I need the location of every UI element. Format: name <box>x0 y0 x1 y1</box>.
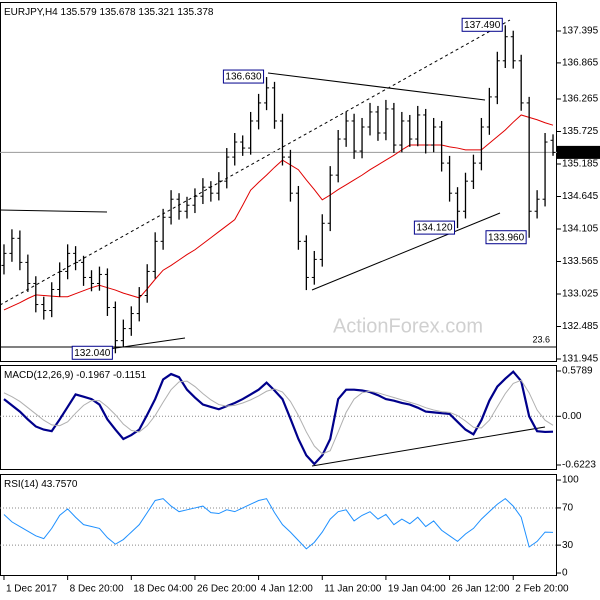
y-tick-label: 133.565 <box>562 256 599 267</box>
annotation-box <box>461 17 503 32</box>
watermark: ActionForex.com <box>333 315 483 337</box>
y-tick-label: 0.5789 <box>562 366 593 377</box>
signal-last: -0.1151 <box>113 370 147 381</box>
line <box>3 379 554 455</box>
x-tick-label: 1 Dec 2017 <box>6 584 58 595</box>
x-tick-label: 8 Dec 20:00 <box>70 584 124 595</box>
trend-line <box>311 212 501 291</box>
y-tick-label: 137.395 <box>562 26 599 37</box>
trend-line <box>0 209 108 213</box>
current-price-box <box>557 145 600 159</box>
annotation-box <box>71 345 113 360</box>
y-tick-label: -0.6223 <box>562 460 596 471</box>
macd-last: -0.1967 <box>76 370 110 381</box>
annotation-box <box>485 230 527 245</box>
rsi-header: RSI(14) 43.7570 <box>4 479 78 490</box>
x-tick-label: 26 Jan 12:00 <box>452 584 510 595</box>
price-panel <box>0 2 557 362</box>
y-tick-label: 30 <box>562 540 574 551</box>
last-low: 135.321 <box>138 7 175 18</box>
fib-label: 23.6 <box>532 334 550 344</box>
macd-title: MACD(12,26,9) <box>4 370 73 381</box>
y-tick-label: 136.265 <box>562 94 599 105</box>
y-tick-label: 132.485 <box>562 321 599 332</box>
line <box>3 114 554 311</box>
macd-panel <box>0 365 557 470</box>
last-high: 135.678 <box>99 7 136 18</box>
symbol: EURJPY,H4 <box>4 7 58 18</box>
trend-line <box>267 72 486 101</box>
annotation-label: 137.490 <box>464 20 501 31</box>
annotation-label: 134.120 <box>416 223 453 234</box>
x-tick-label: 4 Jan 12:00 <box>261 584 314 595</box>
line <box>3 497 554 550</box>
x-tick-label: 11 Jan 20:00 <box>324 584 382 595</box>
line <box>3 370 554 466</box>
y-tick-label: 0.00 <box>562 411 582 422</box>
y-tick-label: 70 <box>562 503 574 514</box>
annotation-box <box>413 220 456 235</box>
annotation-label: 136.630 <box>225 72 262 83</box>
y-tick-label: 136.865 <box>562 58 599 69</box>
macd-header: MACD(12,26,9) -0.1967 -0.1151 <box>4 370 147 381</box>
y-tick-label: 131.945 <box>562 354 599 365</box>
rsi-panel <box>0 474 557 576</box>
y-tick-label: 0 <box>562 568 568 579</box>
current-price-label: 135.378 <box>562 147 599 158</box>
last-close: 135.378 <box>177 7 214 18</box>
x-tick-label: 2 Feb 20:00 <box>515 584 569 595</box>
y-tick-label: 133.025 <box>562 289 599 300</box>
rsi-title: RSI(14) <box>4 479 38 490</box>
x-tick-label: 18 Dec 04:00 <box>133 584 193 595</box>
macd-trend-line <box>311 426 546 467</box>
price-header: EURJPY,H4 135.579 135.678 135.321 135.37… <box>4 7 214 18</box>
last-open: 135.579 <box>61 7 98 18</box>
y-tick-label: 135.725 <box>562 126 599 137</box>
y-tick-label: 135.185 <box>562 159 599 170</box>
x-tick-label: 19 Jan 04:00 <box>388 584 446 595</box>
annotation-box <box>222 69 265 84</box>
annotation-label: 132.040 <box>74 348 111 359</box>
y-tick-label: 134.105 <box>562 224 599 235</box>
y-tick-label: 134.645 <box>562 191 599 202</box>
rsi-last: 43.7570 <box>41 479 78 490</box>
annotation-label: 133.960 <box>488 232 525 243</box>
y-tick-label: 100 <box>562 475 579 486</box>
x-tick-label: 26 Dec 20:00 <box>197 584 257 595</box>
channel-line <box>0 19 511 306</box>
